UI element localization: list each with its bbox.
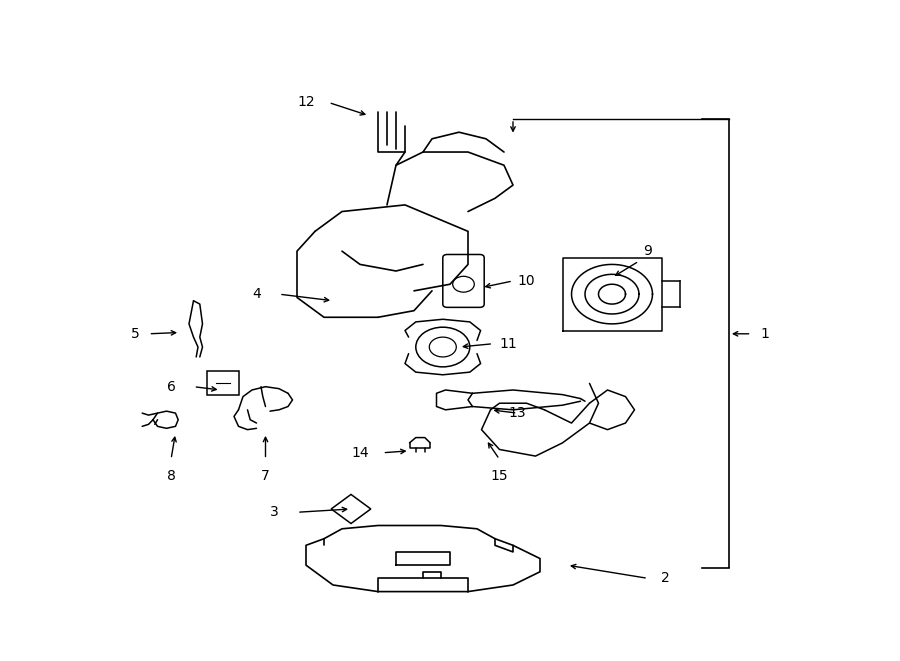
Text: 4: 4: [252, 287, 261, 301]
Text: 1: 1: [760, 327, 770, 341]
Text: 5: 5: [130, 327, 140, 341]
Text: 10: 10: [518, 274, 536, 288]
Bar: [207, 371, 239, 395]
Text: 9: 9: [644, 244, 652, 258]
Text: 12: 12: [297, 95, 315, 110]
Text: 11: 11: [500, 336, 518, 351]
Text: 8: 8: [166, 469, 176, 483]
Text: 14: 14: [351, 446, 369, 460]
Text: 13: 13: [508, 406, 526, 420]
Text: 7: 7: [261, 469, 270, 483]
Text: 2: 2: [662, 571, 670, 586]
Text: 6: 6: [166, 379, 176, 394]
Text: 3: 3: [270, 505, 279, 520]
Text: 15: 15: [491, 469, 508, 483]
